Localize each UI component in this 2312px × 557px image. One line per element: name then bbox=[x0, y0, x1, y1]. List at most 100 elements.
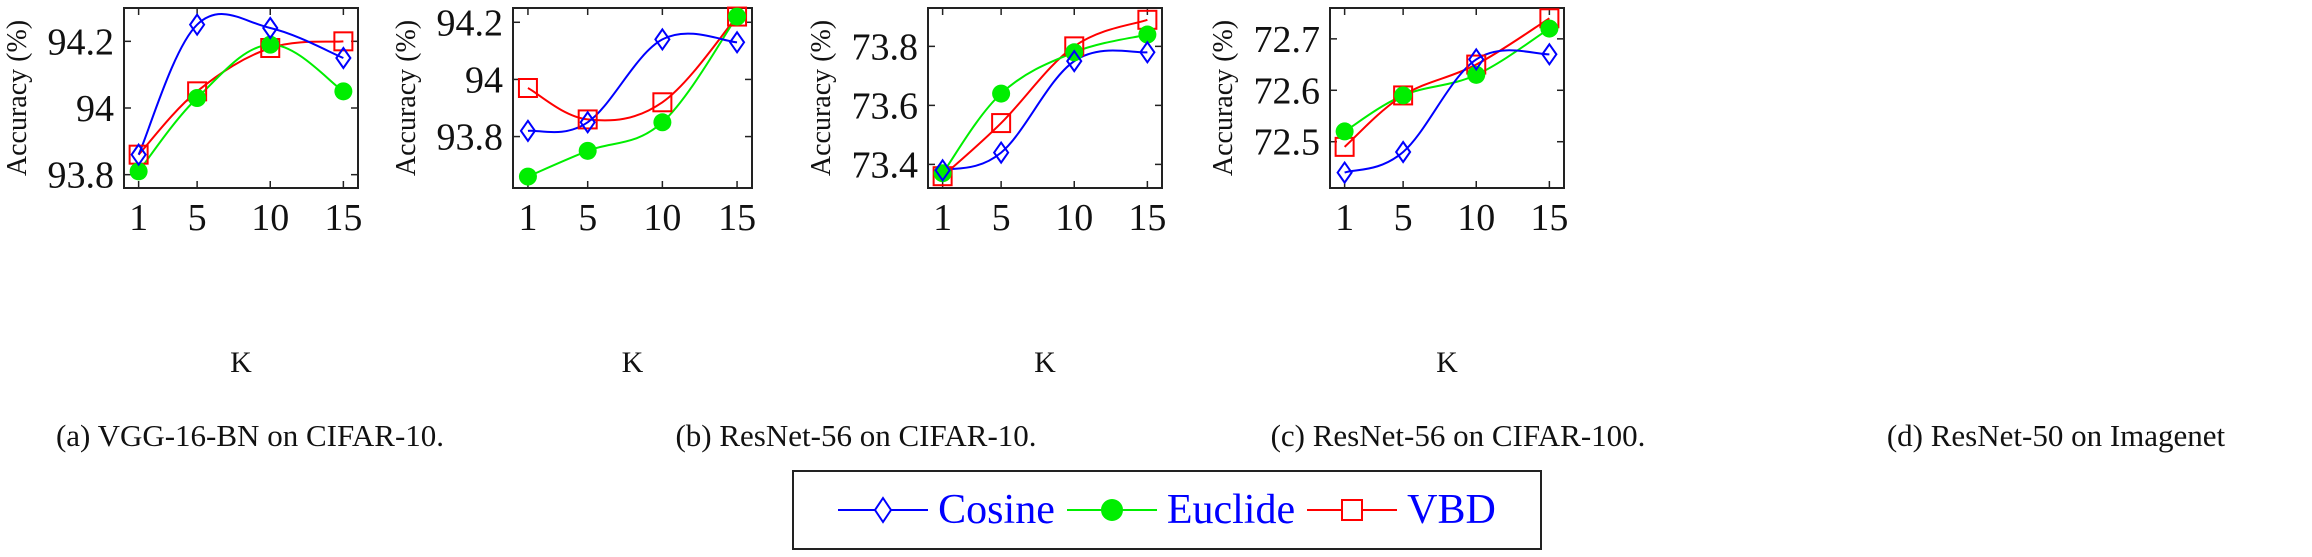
axes-frame bbox=[1329, 7, 1565, 189]
y-axis-label: Accuracy (%) bbox=[806, 20, 837, 176]
point-cosine bbox=[519, 119, 537, 143]
point-euclide bbox=[518, 167, 537, 186]
chart-panel-b: 1 5 10 15 93.8 94 94.2 K Accuracy (%) bbox=[391, 2, 756, 379]
series-line-vbd bbox=[941, 18, 1148, 177]
caption-b: (b) ResNet-56 on CIFAR-10. bbox=[675, 418, 1037, 453]
y-axis-label: Accuracy (%) bbox=[2, 20, 33, 176]
point-vbd bbox=[991, 113, 1012, 134]
series-line-cosine bbox=[137, 13, 344, 156]
point-cosine bbox=[654, 27, 671, 52]
y-tick-label: 73.8 bbox=[852, 26, 919, 68]
point-euclide bbox=[261, 35, 280, 54]
point-euclide bbox=[653, 113, 672, 132]
caption-a: (a) VGG-16-BN on CIFAR-10. bbox=[55, 418, 445, 453]
series-line-euclide bbox=[941, 33, 1148, 174]
point-cosine bbox=[1468, 47, 1485, 72]
y-axis-label: Accuracy (%) bbox=[391, 20, 422, 176]
point-euclide bbox=[1335, 122, 1354, 141]
point-euclide bbox=[1394, 86, 1413, 105]
point-cosine bbox=[1541, 42, 1558, 67]
axes-frame bbox=[512, 7, 753, 189]
point-euclide bbox=[334, 82, 353, 101]
legend-symbol-euclide bbox=[1066, 499, 1157, 521]
x-tick-label: 10 bbox=[643, 197, 681, 239]
caption-c: (c) ResNet-56 on CIFAR-100. bbox=[1270, 418, 1646, 453]
series-line-euclide bbox=[1344, 27, 1550, 133]
legend-symbol-vbd bbox=[1307, 499, 1398, 521]
x-tick-label: 5 bbox=[1394, 197, 1413, 239]
y-tick-label: 93.8 bbox=[437, 117, 504, 159]
x-tick-label: 1 bbox=[933, 197, 952, 239]
series-line-vbd bbox=[527, 15, 738, 122]
point-euclide bbox=[1467, 65, 1486, 84]
x-tick-label: 10 bbox=[1055, 197, 1093, 239]
point-euclide bbox=[129, 162, 148, 181]
x-tick-label: 1 bbox=[1335, 197, 1354, 239]
x-tick-label: 15 bbox=[324, 197, 362, 239]
y-tick-label: 73.4 bbox=[852, 144, 919, 186]
y-tick-label: 94.2 bbox=[437, 2, 504, 44]
point-cosine bbox=[188, 12, 206, 37]
point-euclide bbox=[728, 7, 747, 26]
point-euclide bbox=[992, 84, 1011, 103]
series-line-euclide bbox=[137, 43, 344, 172]
series-line-euclide bbox=[527, 15, 738, 178]
x-tick-label: 15 bbox=[1530, 197, 1568, 239]
y-tick-label: 72.6 bbox=[1254, 70, 1321, 112]
legend: Cosine Euclide VBD bbox=[792, 470, 1542, 550]
caption-d: (d) ResNet-50 on Imagenet bbox=[1886, 418, 2226, 453]
point-cosine bbox=[1336, 160, 1353, 185]
point-cosine bbox=[728, 30, 746, 55]
x-tick-label: 1 bbox=[518, 197, 537, 239]
x-tick-label: 15 bbox=[1128, 197, 1166, 239]
point-vbd bbox=[333, 31, 354, 52]
series-line-vbd bbox=[137, 40, 344, 156]
series-line-cosine bbox=[527, 32, 738, 134]
point-cosine bbox=[130, 142, 147, 167]
legend-symbol-cosine bbox=[838, 496, 929, 524]
y-tick-label: 93.8 bbox=[48, 155, 115, 197]
point-cosine bbox=[934, 158, 951, 183]
x-tick-label: 10 bbox=[1457, 197, 1495, 239]
chart-panel-d: 1 5 10 15 72.5 72.6 72.7 K Accuracy (%) bbox=[1208, 7, 1568, 379]
legend-item-vbd: VBD bbox=[1307, 486, 1496, 534]
y-tick-label: 72.5 bbox=[1254, 122, 1321, 164]
series-line-vbd bbox=[1343, 17, 1550, 148]
point-cosine bbox=[992, 140, 1010, 165]
series-line-cosine bbox=[1344, 49, 1550, 174]
point-cosine bbox=[1066, 49, 1083, 73]
x-tick-label: 1 bbox=[129, 197, 148, 239]
point-euclide bbox=[1540, 19, 1559, 38]
x-tick-label: 5 bbox=[188, 197, 207, 239]
point-cosine bbox=[1139, 40, 1156, 65]
point-cosine bbox=[262, 16, 279, 40]
point-vbd bbox=[652, 92, 673, 113]
axes-frame bbox=[927, 7, 1163, 189]
y-tick-label: 94 bbox=[465, 59, 503, 101]
x-axis-label: K bbox=[1034, 346, 1056, 379]
point-cosine bbox=[1394, 140, 1412, 164]
point-euclide bbox=[578, 141, 597, 160]
y-tick-label: 94 bbox=[76, 88, 114, 130]
point-vbd bbox=[577, 109, 598, 130]
point-vbd bbox=[517, 78, 538, 98]
x-axis-label: K bbox=[622, 346, 644, 379]
x-axis-label: K bbox=[230, 346, 252, 379]
axes-frame bbox=[123, 7, 359, 189]
legend-label-euclide: Euclide bbox=[1166, 487, 1296, 533]
y-tick-label: 94.2 bbox=[48, 21, 115, 63]
legend-label-vbd: VBD bbox=[1407, 487, 1496, 533]
legend-item-euclide: Euclide bbox=[1066, 486, 1296, 534]
point-euclide bbox=[933, 164, 952, 183]
point-euclide bbox=[188, 89, 207, 107]
series-line-cosine bbox=[942, 49, 1148, 172]
point-euclide bbox=[1138, 25, 1157, 44]
chart-panel-a: 1 5 10 15 93.8 94 94.2 K Accuracy (%) bbox=[2, 7, 362, 379]
chart-panel-c: 1 5 10 15 73.4 73.6 73.8 K Accuracy (%) bbox=[806, 7, 1166, 379]
point-cosine bbox=[579, 110, 596, 135]
point-cosine bbox=[335, 46, 352, 70]
x-tick-label: 10 bbox=[251, 197, 289, 239]
x-axis-label: K bbox=[1436, 346, 1458, 379]
x-tick-label: 5 bbox=[578, 197, 597, 239]
